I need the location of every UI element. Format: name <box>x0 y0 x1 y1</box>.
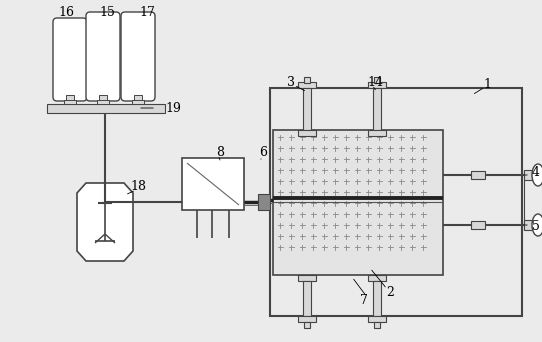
Bar <box>298 82 316 88</box>
Text: 3: 3 <box>287 76 295 89</box>
FancyBboxPatch shape <box>53 18 87 101</box>
Bar <box>66 95 74 101</box>
Bar <box>368 130 386 136</box>
Bar <box>374 77 380 83</box>
Bar <box>368 275 386 281</box>
Bar <box>132 100 144 104</box>
Text: 8: 8 <box>216 145 224 158</box>
Text: 1: 1 <box>483 78 491 91</box>
Bar <box>134 95 142 101</box>
Bar <box>64 100 76 104</box>
Text: 19: 19 <box>165 102 181 115</box>
Bar <box>368 316 386 322</box>
Text: 6: 6 <box>259 146 267 159</box>
Bar <box>373 88 381 130</box>
Text: 17: 17 <box>139 5 155 18</box>
Text: 16: 16 <box>58 5 74 18</box>
Bar <box>368 82 386 88</box>
Text: 15: 15 <box>99 5 115 18</box>
Bar <box>304 322 310 328</box>
Text: 4: 4 <box>532 167 540 180</box>
FancyBboxPatch shape <box>86 12 120 101</box>
Text: 5: 5 <box>532 221 540 234</box>
Bar <box>99 95 107 101</box>
Bar <box>304 77 310 83</box>
FancyBboxPatch shape <box>121 12 155 101</box>
Bar <box>47 104 165 113</box>
Polygon shape <box>77 183 133 261</box>
Bar <box>258 194 270 210</box>
Bar <box>182 158 244 210</box>
Bar <box>97 100 109 104</box>
Text: 18: 18 <box>130 181 146 194</box>
Bar <box>374 322 380 328</box>
Bar <box>524 170 532 180</box>
Text: 2: 2 <box>386 286 394 299</box>
Text: 7: 7 <box>360 293 368 306</box>
Bar <box>373 281 381 316</box>
Bar <box>472 171 486 179</box>
Bar <box>303 88 311 130</box>
Ellipse shape <box>532 164 542 186</box>
Bar <box>303 281 311 316</box>
Bar <box>298 275 316 281</box>
Bar <box>270 88 522 316</box>
Bar <box>273 130 443 275</box>
Bar <box>524 220 532 230</box>
Bar <box>472 221 486 229</box>
Ellipse shape <box>532 214 542 236</box>
Bar <box>298 130 316 136</box>
Bar <box>298 316 316 322</box>
Text: 14: 14 <box>367 76 383 89</box>
